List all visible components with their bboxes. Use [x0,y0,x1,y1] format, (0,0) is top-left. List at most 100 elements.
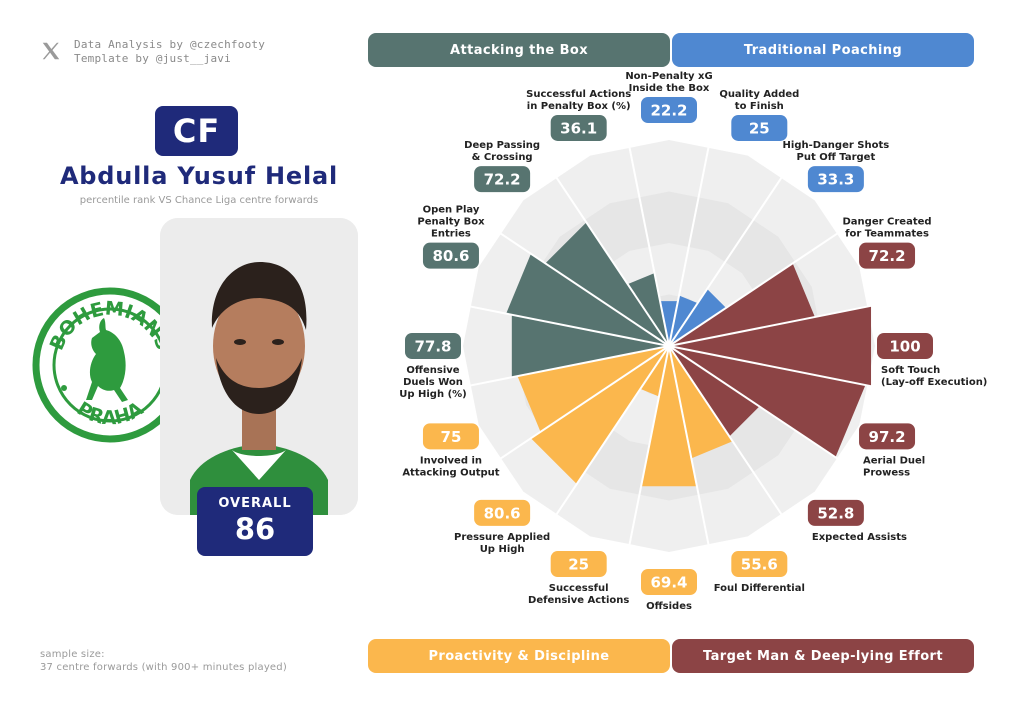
value-pill [859,242,916,269]
overall-label: OVERALL [218,496,292,511]
x-logo-icon [42,42,60,60]
radar-spoke [668,229,843,347]
value-pill [731,114,788,141]
radar-spoke [668,345,843,463]
metric-label: Expected Assists [812,532,907,543]
value-label: 100 [889,338,920,356]
radar-spoke [668,304,874,347]
metric-label: Danger Created for Teammates [843,217,932,240]
metric-label-line: Successful [549,583,609,594]
metric-label: Open Play Penalty Box Entries [417,205,485,240]
metric-label-line: Entries [431,229,471,240]
metric-label-line: Up High [480,544,525,555]
value-label: 69.4 [650,574,687,592]
value-label: 36.1 [560,119,597,137]
metric-label: Quality Added to Finish [719,89,799,112]
metric-annotation: 25 Successful Defensive Actions [528,551,629,606]
metric-label: Aerial Duel Prowess [863,455,925,478]
metric-label-line: Penalty Box [417,217,485,228]
metric-annotation: 52.8 Expected Assists [807,499,907,543]
radar-wedge [517,346,669,432]
metric-label-line: Soft Touch [881,365,940,376]
radar-spoke [552,172,670,347]
value-label: 72.2 [869,247,906,265]
metric-annotation: 36.1 Successful Actions in Penalty Box (%) [526,89,631,141]
value-label: 52.8 [817,504,854,522]
value-label: 77.8 [414,338,451,356]
metric-label-line: Attacking Output [402,467,499,478]
metric-label-line: Duels Won [403,377,463,388]
radar-wedge [506,253,669,346]
radar-wedge [669,346,866,458]
metric-label-line: Put Off Target [797,152,876,163]
metric-label-line: Offensive [406,365,459,376]
radar-spoke [464,304,670,347]
radar-spoke [495,229,670,347]
value-pill [877,333,933,359]
radar-wedge [669,305,872,387]
radar-wedge [669,295,698,346]
metric-label-line: Pressure Applied [454,532,550,543]
metric-label-line: Up High (%) [399,389,466,400]
value-label: 22.2 [650,102,687,120]
radar-wedge [627,273,669,346]
value-pill [422,423,479,450]
metric-label: Offsides [646,601,692,612]
metric-label-line: Danger Created [843,217,932,228]
sample-size-label: sample size: [40,649,105,660]
value-pill [474,166,531,193]
metric-label-line: High-Danger Shots [783,140,890,151]
value-label: 80.6 [432,247,469,265]
radar-spoke [668,141,711,347]
value-pill [405,333,461,359]
comparison-subtitle: percentile rank VS Chance Liga centre fo… [79,195,319,206]
credit-data-analysis: Data Analysis by @czechfooty [74,38,266,51]
overall-badge: OVERALL 86 [197,487,313,556]
metric-label-line: Quality Added [719,89,799,100]
radar-wedge [669,288,727,346]
metric-label-line: Open Play [423,205,480,216]
overall-value: 86 [234,512,276,546]
value-pill [550,551,607,578]
metric-label-line: Aerial Duel [863,455,925,466]
metric-annotation: 77.8 Offensive Duels Won Up High (%) [399,333,467,400]
value-pill [474,499,531,526]
metric-label: Non-Penalty xG Inside the Box [625,71,712,94]
metric-annotation: 55.6 Foul Differential [714,551,805,594]
value-pill [807,499,864,526]
radar-spoke [668,345,711,551]
player-photo [160,218,358,515]
group-traditional-poaching: Traditional Poaching [672,33,974,67]
sample-size-note: sample size: 37 centre forwards (with 90… [40,648,287,674]
metric-label: Successful Actions in Penalty Box (%) [526,89,631,112]
metric-label: Pressure Applied Up High [454,532,550,555]
radar-wedge [669,346,760,437]
value-pill [422,242,479,269]
value-label: 97.2 [869,428,906,446]
metric-label: Involved in Attacking Output [402,455,499,478]
radar-spoke [627,141,670,347]
metric-label-line: Involved in [420,455,482,466]
credit-template: Template by @just__javi [74,52,231,65]
radar-wedge [669,263,815,346]
value-label: 72.2 [484,171,521,189]
metric-annotation: 80.6 Open Play Penalty Box Entries [417,205,485,269]
radar-wedge [669,346,733,459]
value-label: 25 [749,119,770,137]
metric-label-line: for Teammates [845,229,929,240]
metric-label-line: (Lay-off Execution) [881,377,987,388]
metric-label-line: Foul Differential [714,583,805,594]
radar-wedge [660,301,678,346]
player-photo-image [160,218,358,515]
radar-spoke [668,345,786,520]
metric-annotation: 69.4 Offsides [641,569,697,612]
metric-label-line: & Crossing [472,152,533,163]
metric-annotation: 100 Soft Touch (Lay-off Execution) [877,333,987,388]
metric-label: Offensive Duels Won Up High (%) [399,365,466,400]
credits: Data Analysis by @czechfooty Template by… [40,38,265,66]
metric-annotation: 72.2 Danger Created for Teammates [843,217,932,269]
radar-wedge [545,222,669,346]
metric-label-line: Defensive Actions [528,595,629,606]
radar-wedge [530,346,669,485]
metric-label-line: Prowess [863,467,910,478]
